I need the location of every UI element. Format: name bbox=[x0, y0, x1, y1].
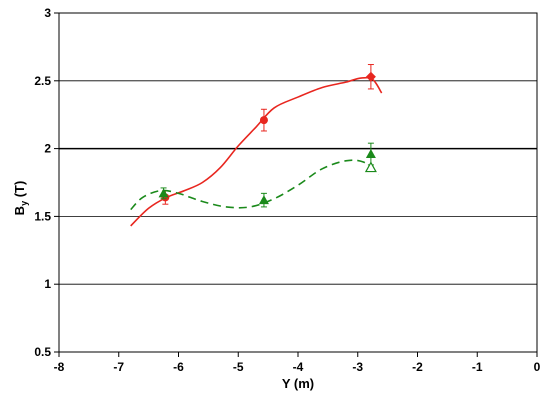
series-line bbox=[130, 159, 380, 211]
y-tick-label: 2 bbox=[44, 142, 51, 156]
data-point bbox=[365, 71, 376, 82]
data-point bbox=[365, 149, 376, 159]
tick-labels: 0.5 1 1.5 2 2.5 3 -8 -7 -6 -5 -4 -3 -2 -1 0 bbox=[34, 6, 540, 374]
x-axis-title: Y (m) bbox=[282, 376, 314, 391]
y-axis-title-subscript: y bbox=[19, 201, 29, 206]
y-tick-label: 0.5 bbox=[34, 345, 51, 359]
y-tick-label: 1 bbox=[44, 277, 51, 291]
series-2 bbox=[130, 142, 380, 211]
x-tick-label: -3 bbox=[352, 360, 363, 374]
y-axis-title: By (T) bbox=[12, 181, 29, 216]
x-tick-label: -7 bbox=[113, 360, 124, 374]
data-point bbox=[364, 161, 377, 173]
y-axis-title-unit: (T) bbox=[12, 181, 27, 201]
data-point bbox=[158, 188, 169, 198]
x-tick-label: -8 bbox=[54, 360, 65, 374]
x-tick-label: -5 bbox=[233, 360, 244, 374]
data-point bbox=[258, 195, 269, 205]
y-tick-label: 3 bbox=[44, 6, 51, 20]
x-tick-label: -4 bbox=[293, 360, 304, 374]
data-point bbox=[259, 116, 268, 125]
axis-ticks bbox=[54, 12, 538, 357]
x-tick-label: -6 bbox=[173, 360, 184, 374]
y-tick-label: 2.5 bbox=[34, 74, 51, 88]
x-tick-label: 0 bbox=[534, 360, 541, 374]
series-layer bbox=[130, 64, 383, 227]
gridlines bbox=[59, 80, 537, 285]
y-axis-title-main: B bbox=[12, 206, 27, 215]
x-tick-label: -2 bbox=[412, 360, 423, 374]
y-tick-label: 1.5 bbox=[34, 209, 51, 223]
x-tick-label: -1 bbox=[472, 360, 483, 374]
series-line bbox=[130, 76, 383, 227]
